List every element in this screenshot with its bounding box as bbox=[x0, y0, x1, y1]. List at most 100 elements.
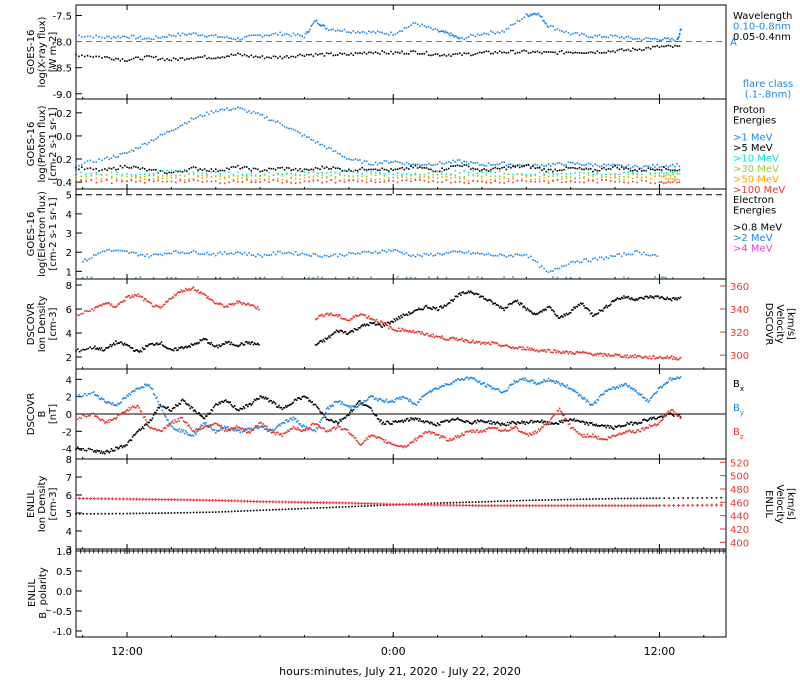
data-point bbox=[401, 445, 403, 448]
y-tick-label: 8 bbox=[66, 455, 72, 466]
data-point bbox=[453, 35, 456, 38]
data-point bbox=[501, 51, 503, 54]
data-point bbox=[159, 307, 162, 310]
data-point bbox=[96, 449, 98, 452]
data-point bbox=[592, 175, 594, 178]
data-point bbox=[578, 167, 581, 169]
data-point bbox=[437, 309, 440, 311]
data-point bbox=[122, 300, 125, 302]
data-point bbox=[104, 157, 106, 160]
data-point bbox=[427, 334, 430, 337]
data-point bbox=[525, 13, 528, 15]
data-point bbox=[642, 297, 644, 300]
data-point bbox=[635, 298, 637, 300]
data-point bbox=[629, 430, 632, 433]
data-point bbox=[334, 177, 337, 180]
data-point bbox=[478, 420, 481, 423]
data-point bbox=[401, 396, 403, 399]
data-point bbox=[228, 171, 230, 173]
data-point bbox=[565, 264, 568, 267]
data-point bbox=[446, 439, 449, 442]
data-point bbox=[498, 429, 501, 431]
data-point bbox=[431, 390, 433, 392]
data-point bbox=[557, 381, 560, 383]
data-point bbox=[265, 116, 268, 118]
data-point bbox=[219, 175, 221, 178]
data-point bbox=[272, 429, 275, 432]
data-point bbox=[544, 22, 546, 24]
data-point bbox=[587, 162, 590, 165]
data-point bbox=[573, 418, 575, 420]
data-point bbox=[471, 377, 473, 379]
data-point bbox=[80, 396, 83, 398]
data-point bbox=[329, 419, 331, 422]
data-point bbox=[157, 36, 159, 39]
data-point bbox=[654, 423, 656, 425]
data-point bbox=[549, 306, 552, 309]
data-point bbox=[362, 324, 365, 327]
data-point bbox=[221, 108, 224, 111]
data-point bbox=[424, 333, 427, 336]
data-point bbox=[463, 181, 466, 184]
data-point bbox=[414, 164, 417, 167]
data-point bbox=[410, 312, 412, 314]
data-point bbox=[490, 52, 492, 55]
data-point bbox=[678, 377, 681, 380]
data-point bbox=[405, 173, 408, 175]
data-point bbox=[96, 394, 98, 397]
data-point bbox=[510, 384, 512, 386]
data-point bbox=[632, 298, 634, 301]
data-point bbox=[277, 250, 279, 253]
data-point bbox=[523, 420, 525, 423]
data-point bbox=[407, 311, 410, 313]
data-point bbox=[373, 321, 376, 324]
data-point bbox=[310, 53, 312, 56]
data-point bbox=[241, 54, 244, 57]
data-point bbox=[334, 276, 337, 279]
data-point bbox=[392, 173, 395, 176]
data-point bbox=[365, 53, 368, 55]
data-point bbox=[435, 433, 438, 436]
data-point bbox=[644, 397, 646, 400]
data-point bbox=[640, 179, 643, 182]
data-point bbox=[241, 253, 244, 255]
data-point bbox=[558, 162, 561, 164]
data-point bbox=[159, 58, 162, 60]
data-point bbox=[82, 513, 85, 515]
data-point bbox=[87, 447, 90, 450]
data-point bbox=[475, 429, 478, 431]
data-point bbox=[634, 169, 636, 171]
data-point bbox=[375, 318, 378, 321]
data-point bbox=[271, 428, 274, 431]
data-point bbox=[335, 506, 337, 509]
data-point bbox=[285, 167, 288, 169]
data-point bbox=[539, 420, 542, 423]
data-point bbox=[201, 172, 204, 175]
data-point bbox=[146, 383, 148, 386]
data-point bbox=[160, 430, 163, 433]
data-point bbox=[650, 357, 653, 360]
data-point bbox=[233, 405, 236, 407]
data-point bbox=[294, 417, 297, 420]
data-point bbox=[177, 404, 179, 407]
data-point bbox=[246, 303, 248, 306]
data-point bbox=[87, 310, 90, 313]
data-point bbox=[407, 162, 410, 165]
data-point bbox=[383, 322, 386, 324]
data-point bbox=[565, 173, 568, 175]
data-point bbox=[89, 35, 92, 38]
data-point bbox=[569, 418, 572, 420]
data-point bbox=[635, 389, 637, 392]
data-point bbox=[156, 429, 158, 432]
data-point bbox=[262, 509, 265, 511]
data-point bbox=[472, 429, 474, 432]
data-point bbox=[512, 165, 514, 168]
data-point bbox=[533, 312, 535, 315]
data-point bbox=[454, 295, 457, 298]
data-point bbox=[627, 181, 630, 184]
data-point bbox=[632, 177, 634, 180]
data-point bbox=[284, 508, 287, 511]
data-point bbox=[226, 401, 228, 403]
data-point bbox=[552, 270, 554, 272]
data-point bbox=[168, 171, 170, 174]
